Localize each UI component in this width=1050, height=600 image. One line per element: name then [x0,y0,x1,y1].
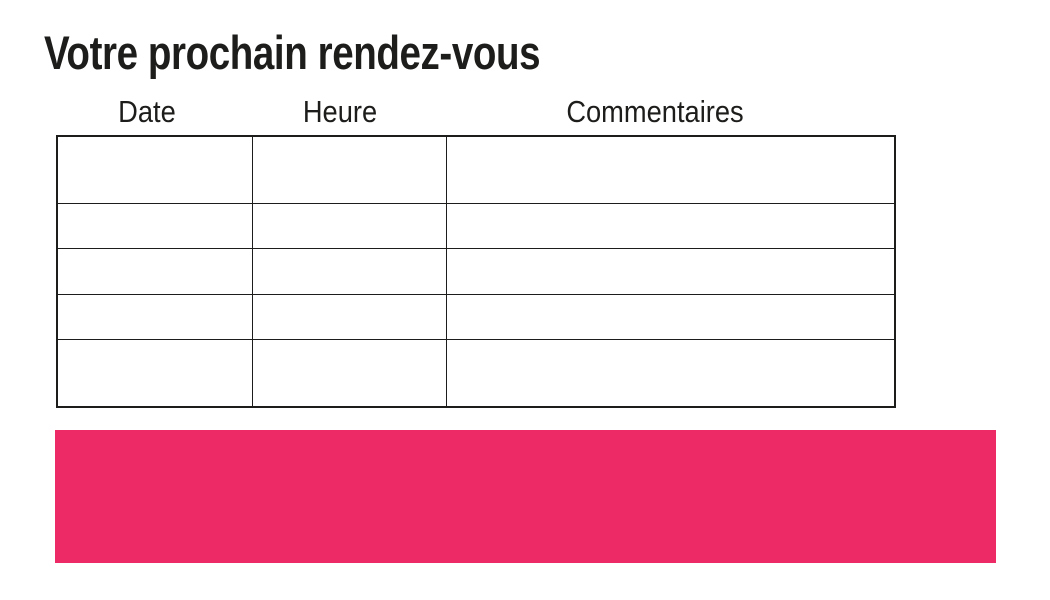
table-cell [56,203,253,250]
table-cell [445,203,896,250]
appointments-table-body [56,135,896,408]
table-cell [445,248,896,295]
table-cell [56,293,253,340]
column-header-heure: Heure [302,94,378,129]
table-row [56,135,896,205]
table-cell [251,293,447,340]
pink-banner [55,430,996,563]
table-cell [251,338,447,408]
table-cell [251,248,447,295]
table-cell [445,338,896,408]
table-row [56,338,896,408]
table-cell [251,203,447,250]
column-header-date: Date [118,94,176,129]
table-row [56,293,896,340]
table-row [56,248,896,295]
table-cell [445,293,896,340]
table-cell [445,135,896,205]
table-cell [56,338,253,408]
appointments-table [56,135,896,408]
column-header-commentaires: Commentaires [566,94,744,129]
page-title: Votre prochain rendez-vous [44,26,541,79]
table-cell [56,248,253,295]
table-cell [56,135,253,205]
table-row [56,203,896,250]
table-cell [251,135,447,205]
